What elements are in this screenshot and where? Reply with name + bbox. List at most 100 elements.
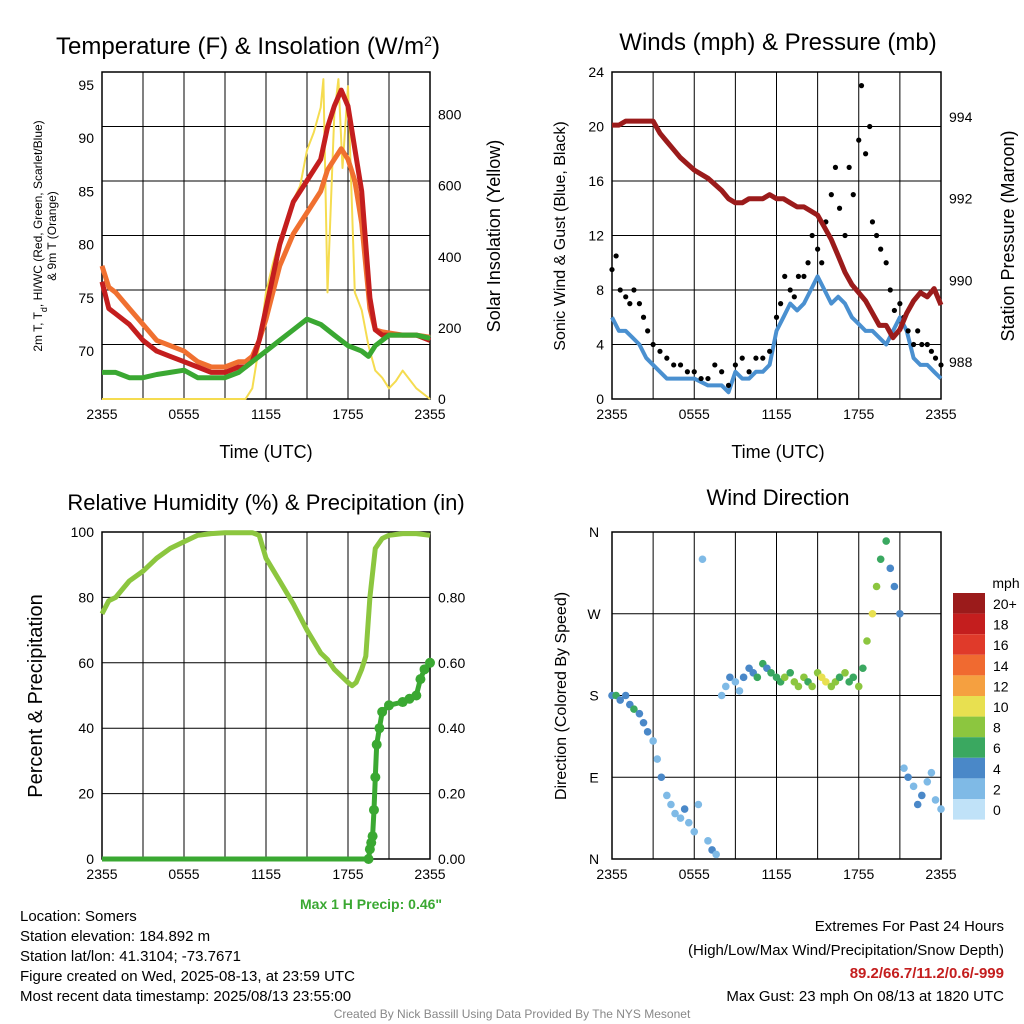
gust-point-37 [819, 260, 825, 266]
x-tick-label-3-4: 2355 [925, 866, 956, 882]
legend-unit: mph [992, 575, 1019, 591]
legend-swatch-9 [953, 778, 985, 799]
gust-point-34 [805, 260, 811, 266]
chart-title-wind-direction: Wind Direction [706, 485, 849, 510]
y-tick-right-2-1: 0.20 [438, 786, 465, 802]
y-tick-left-0-0: 70 [78, 343, 94, 359]
direction-point-20 [698, 555, 707, 564]
y-tick-direction-4: N [589, 524, 599, 540]
gust-point-50 [873, 232, 880, 239]
y-tick-left-0-2: 80 [78, 237, 94, 253]
x-tick-label-1-3: 1755 [843, 406, 874, 422]
direction-point-72 [937, 805, 945, 813]
precip-point-5 [368, 804, 379, 815]
y-axis-label-temperature-line2: & 9m T (Orange) [45, 191, 59, 281]
gust-point-49 [869, 219, 876, 225]
direction-point-23 [712, 850, 720, 859]
direction-point-9 [649, 737, 657, 745]
gust-point-16 [698, 375, 704, 382]
gust-point-17 [705, 375, 711, 382]
direction-point-66 [909, 782, 918, 791]
direction-point-19 [694, 800, 703, 809]
gust-point-35 [809, 232, 815, 239]
direction-point-41 [794, 682, 803, 691]
direction-point-39 [786, 668, 795, 677]
y-tick-left-0-4: 90 [78, 130, 94, 146]
x-tick-label-1-4: 2355 [925, 406, 956, 422]
gust-point-42 [842, 232, 848, 239]
y-tick-left-2-2: 40 [78, 720, 94, 736]
precip-point-16 [425, 657, 435, 668]
gust-point-1 [613, 253, 619, 259]
direction-point-24 [717, 691, 726, 700]
direction-point-18 [690, 827, 699, 836]
direction-point-17 [684, 818, 693, 827]
y-tick-left-1-3: 12 [588, 228, 604, 244]
y-tick-left-0-1: 75 [78, 290, 94, 306]
y-tick-left-2-3: 60 [78, 655, 94, 671]
ylabel-end: , HI/WC (Red, Green, Scarlet/Blue) [31, 120, 45, 307]
gust-point-24 [753, 355, 759, 361]
gust-point-41 [836, 205, 843, 211]
x-tick-label-0-3: 1755 [332, 406, 363, 422]
gust-point-58 [910, 341, 917, 348]
gust-point-28 [778, 301, 784, 307]
y-tick-right-0-1: 200 [438, 320, 462, 336]
series-relative-humidity [99, 530, 431, 689]
precip-point-9 [377, 706, 388, 717]
gust-point-21 [732, 362, 738, 368]
gust-point-63 [932, 355, 939, 361]
y-axis-label-direction: Direction (Colored By Speed) [553, 592, 570, 800]
x-tick-label-0-4: 2355 [414, 406, 445, 422]
legend-label-3: 14 [993, 658, 1009, 674]
gust-point-33 [801, 273, 807, 279]
gust-point-60 [919, 341, 925, 348]
legend-swatch-6 [953, 716, 985, 738]
y-tick-right-0-4: 800 [438, 107, 462, 123]
direction-point-55 [859, 664, 867, 673]
direction-point-7 [639, 718, 648, 727]
gust-point-14 [684, 369, 690, 375]
ylabel-subscript: d [39, 307, 49, 312]
gust-point-22 [739, 355, 745, 361]
legend-label-4: 12 [993, 678, 1009, 694]
direction-point-25 [721, 682, 730, 691]
y-axis-label-humidity: Percent & Precipitation [25, 594, 47, 797]
gust-point-25 [760, 355, 766, 361]
direction-point-15 [676, 814, 685, 822]
info-location: Location: Somers [20, 908, 137, 925]
extremes-values: 89.2/66.7/11.2/0.6/-999 [849, 965, 1004, 982]
y-tick-right-1-3: 994 [949, 109, 973, 125]
y-tick-right-2-4: 0.80 [438, 589, 465, 605]
series-2m-temp [99, 87, 431, 375]
legend-swatch-8 [953, 757, 985, 779]
precip-point-10 [384, 700, 394, 711]
y-tick-right-2-3: 0.60 [438, 655, 465, 671]
info-recent: Most recent data timestamp: 2025/08/13 2… [20, 988, 352, 1005]
y-axis-label-winds: Sonic Wind & Gust (Blue, Black) [552, 121, 569, 350]
gust-point-62 [928, 348, 935, 354]
title-superscript: 2 [424, 33, 432, 49]
legend-swatch-2 [953, 634, 985, 655]
direction-point-6 [635, 709, 644, 718]
gust-point-6 [636, 301, 643, 307]
y-axis-label-solar: Solar Insolation (Yellow) [484, 140, 504, 332]
direction-point-63 [896, 609, 904, 618]
gust-point-10 [657, 348, 663, 354]
direction-point-64 [900, 764, 908, 772]
legend-swatch-4 [953, 675, 985, 696]
y-tick-right-1-0: 988 [949, 354, 973, 370]
x-tick-label-3-3: 1755 [843, 866, 874, 882]
y-tick-left-0-5: 95 [78, 77, 94, 93]
direction-point-16 [680, 805, 689, 813]
y-tick-left-2-4: 80 [78, 589, 94, 605]
extremes-subtitle: (High/Low/Max Wind/Precipitation/Snow De… [688, 942, 1004, 959]
y-tick-right-2-0: 0.00 [438, 851, 465, 867]
x-tick-label-0-1: 0555 [168, 406, 199, 422]
x-tick-label-2-1: 0555 [168, 866, 199, 882]
gust-point-48 [867, 123, 873, 130]
direction-point-44 [808, 682, 816, 691]
gust-point-53 [887, 287, 893, 293]
x-axis-label-temperature: Time (UTC) [219, 442, 312, 462]
gust-point-31 [791, 294, 797, 300]
